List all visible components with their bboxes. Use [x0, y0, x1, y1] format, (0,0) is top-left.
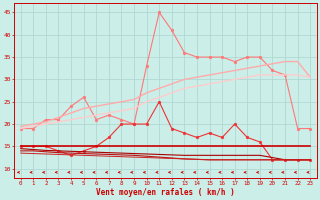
X-axis label: Vent moyen/en rafales ( km/h ): Vent moyen/en rafales ( km/h ) [96, 188, 235, 197]
